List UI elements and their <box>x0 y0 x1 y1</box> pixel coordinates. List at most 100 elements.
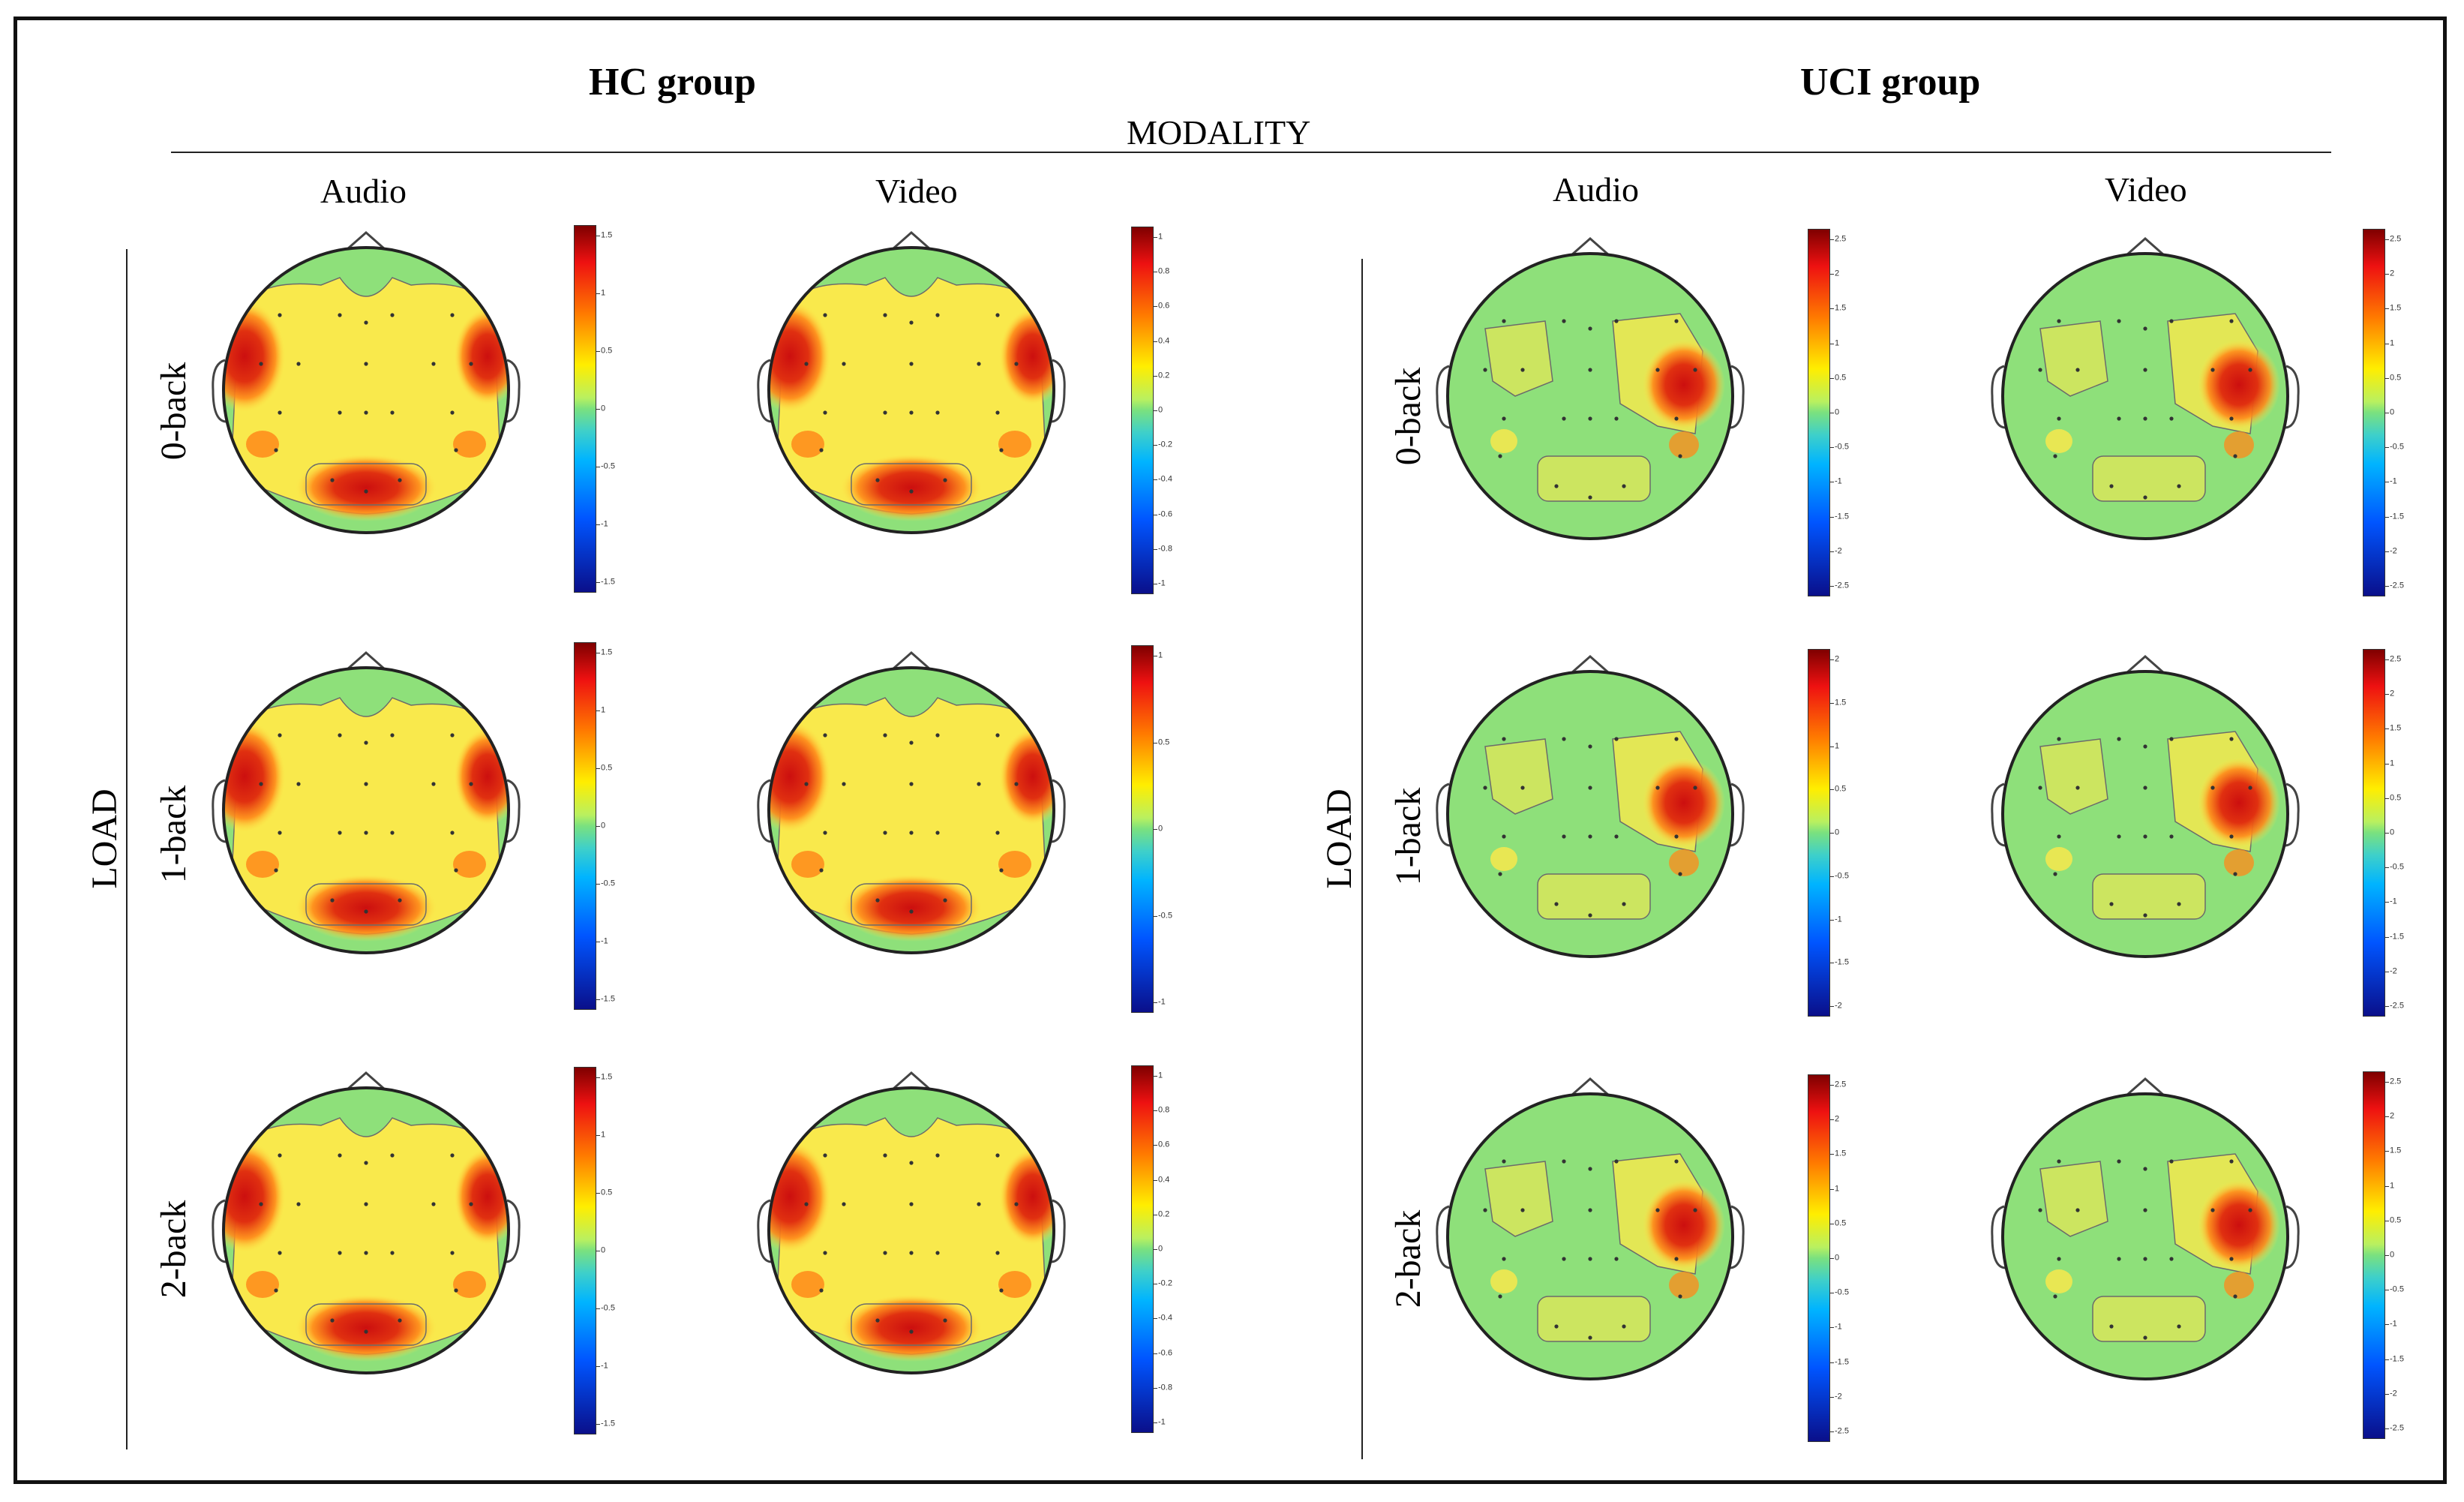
colorbar-tick-mark <box>1154 1145 1157 1146</box>
colorbar-tick-mark <box>596 582 600 583</box>
colorbar <box>1808 649 1830 1017</box>
colorbar-tick-label: 0 <box>1835 1253 1840 1263</box>
colorbar-tick-label: 1 <box>601 1130 606 1140</box>
colorbar-tick-label: 0.5 <box>1158 737 1170 746</box>
colorbar-tick-label: -2.5 <box>1835 581 1849 590</box>
colorbar-tick-label: 0 <box>1835 828 1840 837</box>
colorbar-tick-label: -0.8 <box>1158 544 1172 554</box>
colorbar <box>1808 1074 1830 1442</box>
colorbar-tick-label: -1.5 <box>1835 957 1849 967</box>
colorbar-tick-mark <box>2385 902 2389 903</box>
colorbar-tick-label: 1 <box>1158 1071 1163 1080</box>
colorbar-tick-label: 1 <box>2390 338 2395 348</box>
colorbar-tick-mark <box>1830 919 1834 921</box>
colorbar-tick-mark <box>1154 829 1157 830</box>
colorbar-tick-label: 2.5 <box>2390 654 2402 664</box>
colorbar-tick-label: 1 <box>2390 759 2395 768</box>
colorbar-tick-label: 1 <box>601 705 606 715</box>
colorbar-tick-label: -0.5 <box>601 1303 615 1313</box>
colorbar-tick-label: -1 <box>1835 476 1842 486</box>
colorbar-tick-mark <box>1830 746 1834 747</box>
colorbar-tick-mark <box>2385 447 2389 449</box>
uci-group-title: UCI group <box>1800 61 1981 104</box>
colorbar-tick-mark <box>2385 1185 2389 1187</box>
colorbar-tick-mark <box>1830 1154 1834 1155</box>
colorbar-tick-label: 0.8 <box>1158 1105 1170 1115</box>
uci-load-label: LOAD <box>1319 789 1359 889</box>
colorbar-tick-mark <box>1154 1076 1157 1077</box>
hc-audio-0-back-topoplot <box>209 225 524 540</box>
colorbar-tick-label: 2 <box>2390 1111 2395 1121</box>
hc-video-column-label: Video <box>875 172 958 210</box>
hc-row-label-0-back: 0-back <box>154 362 194 461</box>
colorbar-tick-label: -0.5 <box>1835 442 1849 452</box>
uci-video-0-back-topoplot <box>1988 231 2303 546</box>
colorbar-tick-mark <box>596 1366 600 1367</box>
colorbar-tick-label: -0.5 <box>1835 871 1849 881</box>
colorbar-tick-mark <box>2385 1393 2389 1395</box>
colorbar-tick-label: 0.5 <box>2390 1215 2402 1225</box>
uci-video-column-label: Video <box>2105 170 2187 209</box>
colorbar-tick-mark <box>2385 659 2389 660</box>
colorbar-tick-mark <box>2385 728 2389 730</box>
colorbar-tick-mark <box>2385 551 2389 552</box>
colorbar-tick-mark <box>2385 798 2389 799</box>
colorbar-tick-mark <box>1154 479 1157 481</box>
colorbar-tick-label: -0.2 <box>1158 440 1172 449</box>
colorbar-tick-mark <box>1154 375 1157 377</box>
colorbar-tick-label: 0.4 <box>1158 1175 1170 1185</box>
colorbar-tick-label: -0.5 <box>2390 1284 2404 1294</box>
hc-row-label-2-back: 2-back <box>154 1200 194 1299</box>
colorbar-tick-mark <box>596 1135 600 1136</box>
colorbar-tick-mark <box>1154 1179 1157 1181</box>
colorbar-tick-label: -2.5 <box>1835 1426 1849 1436</box>
colorbar-tick-label: 0.5 <box>1835 373 1847 383</box>
uci-load-axis <box>1361 259 1363 1459</box>
colorbar-tick-label: 2 <box>2390 269 2395 278</box>
colorbar <box>2363 229 2385 596</box>
colorbar-tick-label: -0.5 <box>1835 1287 1849 1297</box>
colorbar-tick-mark <box>1830 1431 1834 1432</box>
colorbar-tick-mark <box>1830 274 1834 275</box>
colorbar-tick-label: 1 <box>1158 650 1163 660</box>
colorbar-tick-label: 0 <box>2390 407 2395 417</box>
hc-video-1-back-topoplot <box>754 645 1069 960</box>
colorbar-tick-mark <box>1154 410 1157 411</box>
colorbar-tick-mark <box>596 999 600 1000</box>
colorbar-tick-mark <box>1830 833 1834 834</box>
colorbar-tick-label: -1.5 <box>601 577 615 587</box>
colorbar-tick-label: -1.5 <box>2390 932 2404 942</box>
colorbar-tick-label: 0 <box>601 821 606 831</box>
colorbar-tick-label: -2 <box>2390 966 2397 976</box>
colorbar-tick-label: 1 <box>1158 232 1163 242</box>
colorbar-tick-label: 0.5 <box>601 1188 613 1197</box>
colorbar-tick-label: 1.5 <box>1835 303 1847 313</box>
head-map <box>1436 1077 1745 1380</box>
colorbar-tick-mark <box>1830 1396 1834 1398</box>
head-map <box>1991 237 2300 540</box>
colorbar-tick-mark <box>1154 1387 1157 1389</box>
colorbar-tick-label: 2 <box>2390 689 2395 698</box>
colorbar-tick-label: 1.5 <box>2390 303 2402 313</box>
colorbar-tick-mark <box>1830 516 1834 518</box>
colorbar-tick-label: -1 <box>1835 915 1842 924</box>
colorbar <box>1808 229 1830 596</box>
hc-video-0-back-topoplot <box>754 225 1069 540</box>
head-map <box>757 231 1066 534</box>
colorbar-tick-label: -0.5 <box>1158 911 1172 920</box>
colorbar-tick-mark <box>1830 551 1834 552</box>
colorbar-tick-mark <box>1830 1006 1834 1007</box>
hc-row-label-1-back: 1-back <box>154 785 194 884</box>
colorbar-tick-label: 0 <box>1158 824 1163 834</box>
hc-audio-2-back-topoplot <box>209 1065 524 1380</box>
colorbar-tick-label: 1.5 <box>601 647 613 657</box>
colorbar-tick-label: 1 <box>2390 1181 2395 1191</box>
colorbar-tick-label: 0.2 <box>1158 1209 1170 1219</box>
colorbar-tick-label: -1 <box>2390 476 2397 486</box>
colorbar-tick-mark <box>2385 239 2389 240</box>
uci-audio-1-back-topoplot <box>1433 649 1748 964</box>
colorbar-tick-mark <box>1154 1318 1157 1320</box>
colorbar-tick-mark <box>1830 659 1834 660</box>
colorbar-tick-mark <box>1154 915 1157 917</box>
colorbar-tick-mark <box>596 524 600 525</box>
